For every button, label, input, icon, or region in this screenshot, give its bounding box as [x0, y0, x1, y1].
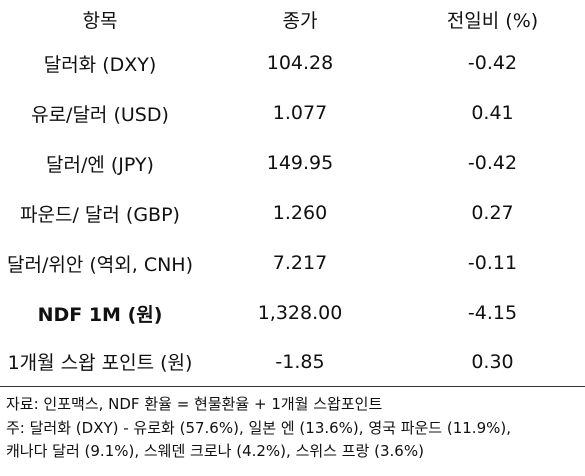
composition-note-line1: 주: 달러화 (DXY) - 유로화 (57.6%), 일본 엔 (13.6%)…: [6, 418, 511, 437]
composition-note-line2: 캐나다 달러 (9.1%), 스웨덴 크로나 (4.2%), 스위스 프랑 (3…: [6, 442, 424, 460]
row-close-value: 1,328.00: [257, 302, 343, 324]
footnotes: 자료: 인포맥스, NDF 환율 = 현물환율 + 1개월 스왑포인트 주: 달…: [6, 393, 581, 464]
row-close-value: 1.077: [272, 102, 328, 124]
table-row: 달러화 (DXY) 104.28 -0.42: [0, 38, 585, 88]
table-row: 달러/위안 (역외, CNH) 7.217 -0.11: [0, 238, 585, 288]
row-item-label: 파운드/ 달러 (GBP): [20, 203, 180, 226]
table-row: 파운드/ 달러 (GBP) 1.260 0.27: [0, 188, 585, 238]
row-change-value: -0.42: [467, 52, 518, 74]
table-bottom-divider: [0, 386, 585, 387]
row-close-value: 149.95: [266, 152, 334, 174]
row-change-value: -0.11: [467, 252, 518, 274]
row-change-value: -0.42: [467, 152, 518, 174]
row-change-value: 0.27: [471, 202, 514, 224]
table-row: 유로/달러 (USD) 1.077 0.41: [0, 88, 585, 138]
row-change-value: -4.15: [467, 302, 518, 324]
row-item-label: 1개월 스왑 포인트 (원): [7, 352, 193, 374]
table-row-highlight: NDF 1M (원) 1,328.00 -4.15: [0, 288, 585, 338]
row-item-label: 달러화 (DXY): [43, 53, 157, 76]
row-change-value: 0.30: [471, 350, 514, 373]
row-close-value: -1.85: [275, 350, 325, 373]
header-change: 전일비 (%): [446, 9, 539, 32]
header-row: 항목 종가 전일비 (%): [0, 0, 585, 38]
row-item-label: NDF 1M (원): [37, 303, 163, 326]
row-item-label: 유로/달러 (USD): [31, 103, 169, 126]
row-item-label: 달러/엔 (JPY): [46, 153, 154, 176]
row-change-value: 0.41: [471, 102, 514, 124]
table-row: 1개월 스왑 포인트 (원) -1.85 0.30: [0, 338, 585, 385]
header-close: 종가: [282, 9, 318, 32]
header-item: 항목: [82, 9, 118, 32]
row-close-value: 1.260: [272, 202, 328, 224]
table-row: 달러/엔 (JPY) 149.95 -0.42: [0, 138, 585, 188]
table-header: 항목 종가 전일비 (%): [0, 0, 585, 38]
fx-rates-table: 항목 종가 전일비 (%) 달러화 (DXY) 104.28 -0.42 유로/…: [0, 0, 585, 385]
row-item-label: 달러/위안 (역외, CNH): [7, 253, 193, 276]
row-close-value: 104.28: [266, 52, 334, 74]
table-body: 달러화 (DXY) 104.28 -0.42 유로/달러 (USD) 1.077…: [0, 38, 585, 385]
row-close-value: 7.217: [272, 252, 328, 274]
source-note: 자료: 인포맥스, NDF 환율 = 현물환율 + 1개월 스왑포인트: [6, 395, 383, 413]
